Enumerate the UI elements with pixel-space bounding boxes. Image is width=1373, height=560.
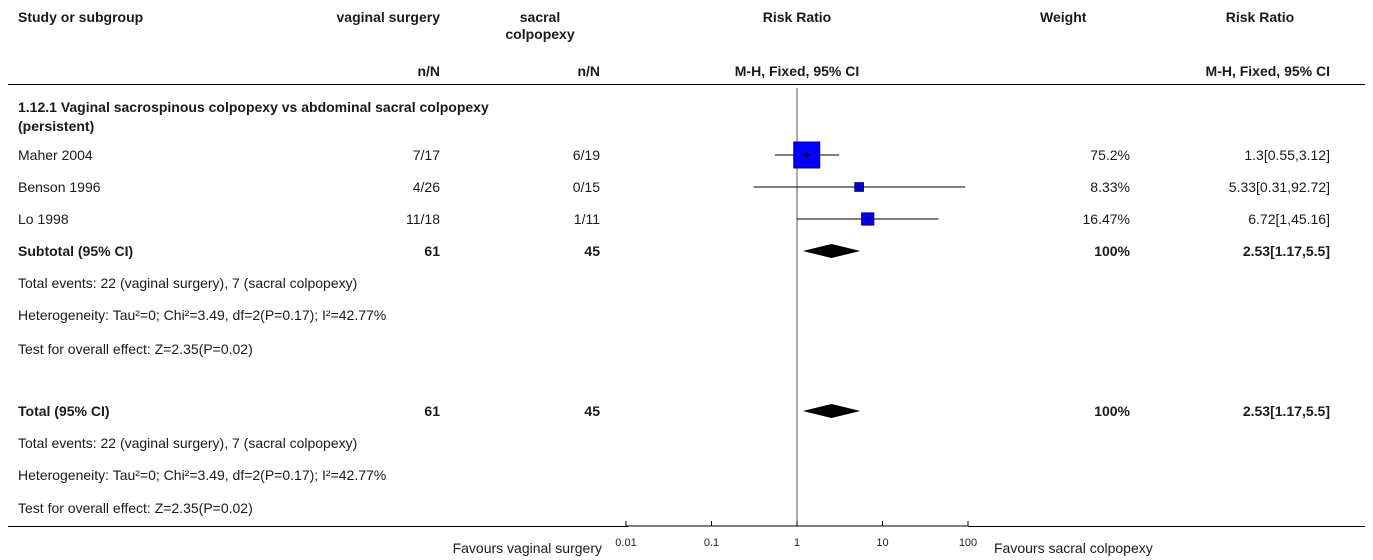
subgroup-overall-effect: Test for overall effect: Z=2.35(P=0.02) (18, 341, 253, 357)
study-ci-benson: 5.33[0.31,92.72] (1228, 179, 1330, 195)
study-exp-lo: 11/18 (406, 211, 440, 227)
subtotal-exp: 61 (424, 243, 440, 259)
header-weight: Weight (1040, 9, 1087, 25)
header-exp: vaginal surgery (336, 9, 441, 25)
header-ratio-sub: M-H, Fixed, 95% CI (1205, 63, 1330, 79)
header-plot-sub: M-H, Fixed, 95% CI (734, 63, 860, 79)
subtotal-ci: 2.53[1.17,5.5] (1242, 243, 1330, 259)
study-ctl-benson: 0/15 (572, 179, 600, 195)
study-name-maher: Maher 2004 (18, 147, 93, 163)
subgroup-title-line1: 1.12.1 Vaginal sacrospinous colpopexy vs… (18, 99, 489, 115)
subtotal-ctl: 45 (584, 243, 600, 259)
x-tick-label: 100 (959, 537, 977, 549)
study-exp-maher: 7/17 (412, 147, 440, 163)
total-ctl: 45 (584, 403, 600, 419)
study-exp-benson: 4/26 (412, 179, 440, 195)
header-ctl-sub: n/N (577, 63, 600, 79)
total-weight: 100% (1094, 403, 1130, 419)
study-ci-lo: 6.72[1,45.16] (1248, 211, 1330, 227)
x-tick-label: 0.1 (704, 537, 719, 549)
header-ctl-line2: colpopexy (505, 26, 575, 42)
x-tick-label: 0.01 (615, 537, 636, 549)
study-name-lo: Lo 1998 (18, 211, 69, 227)
study-ctl-lo: 1/11 (573, 211, 600, 227)
footer-divider-left (8, 526, 628, 527)
x-tick-label: 1 (794, 537, 800, 549)
header-ratio: Risk Ratio (1225, 9, 1295, 25)
total-overall-effect: Test for overall effect: Z=2.35(P=0.02) (18, 500, 253, 516)
total-heterogeneity: Heterogeneity: Tau²=0; Chi²=3.49, df=2(P… (18, 467, 387, 483)
study-weight-benson: 8.33% (1090, 179, 1130, 195)
subgroup-title-line2: (persistent) (18, 118, 95, 134)
header-study: Study or subgroup (18, 9, 144, 25)
subgroup-heterogeneity: Heterogeneity: Tau²=0; Chi²=3.49, df=2(P… (18, 307, 387, 323)
header-ctl-line1: sacral (519, 9, 561, 25)
study-weight-maher: 75.2% (1090, 147, 1130, 163)
subgroup-events: Total events: 22 (vaginal surgery), 7 (s… (18, 275, 358, 291)
pooled-diamond (802, 404, 861, 418)
header-divider (8, 84, 1365, 85)
total-events: Total events: 22 (vaginal surgery), 7 (s… (18, 435, 358, 451)
study-ctl-maher: 6/19 (572, 147, 600, 163)
total-ci: 2.53[1.17,5.5] (1242, 403, 1330, 419)
header-plot: Risk Ratio (762, 9, 832, 25)
favours-right: Favours sacral colpopexy (994, 540, 1153, 556)
footer-divider-right (968, 526, 1365, 527)
total-exp: 61 (424, 403, 440, 419)
pooled-diamond (802, 244, 861, 258)
favours-left: Favours vaginal surgery (452, 540, 602, 556)
study-ci-maher: 1.3[0.55,3.12] (1244, 147, 1330, 163)
study-weight-lo: 16.47% (1082, 211, 1130, 227)
subtotal-weight: 100% (1094, 243, 1130, 259)
total-label: Total (95% CI) (18, 403, 110, 419)
x-tick-label: 10 (876, 537, 888, 549)
study-name-benson: Benson 1996 (18, 179, 101, 195)
header-exp-sub: n/N (417, 63, 440, 79)
subtotal-label: Subtotal (95% CI) (18, 243, 134, 259)
